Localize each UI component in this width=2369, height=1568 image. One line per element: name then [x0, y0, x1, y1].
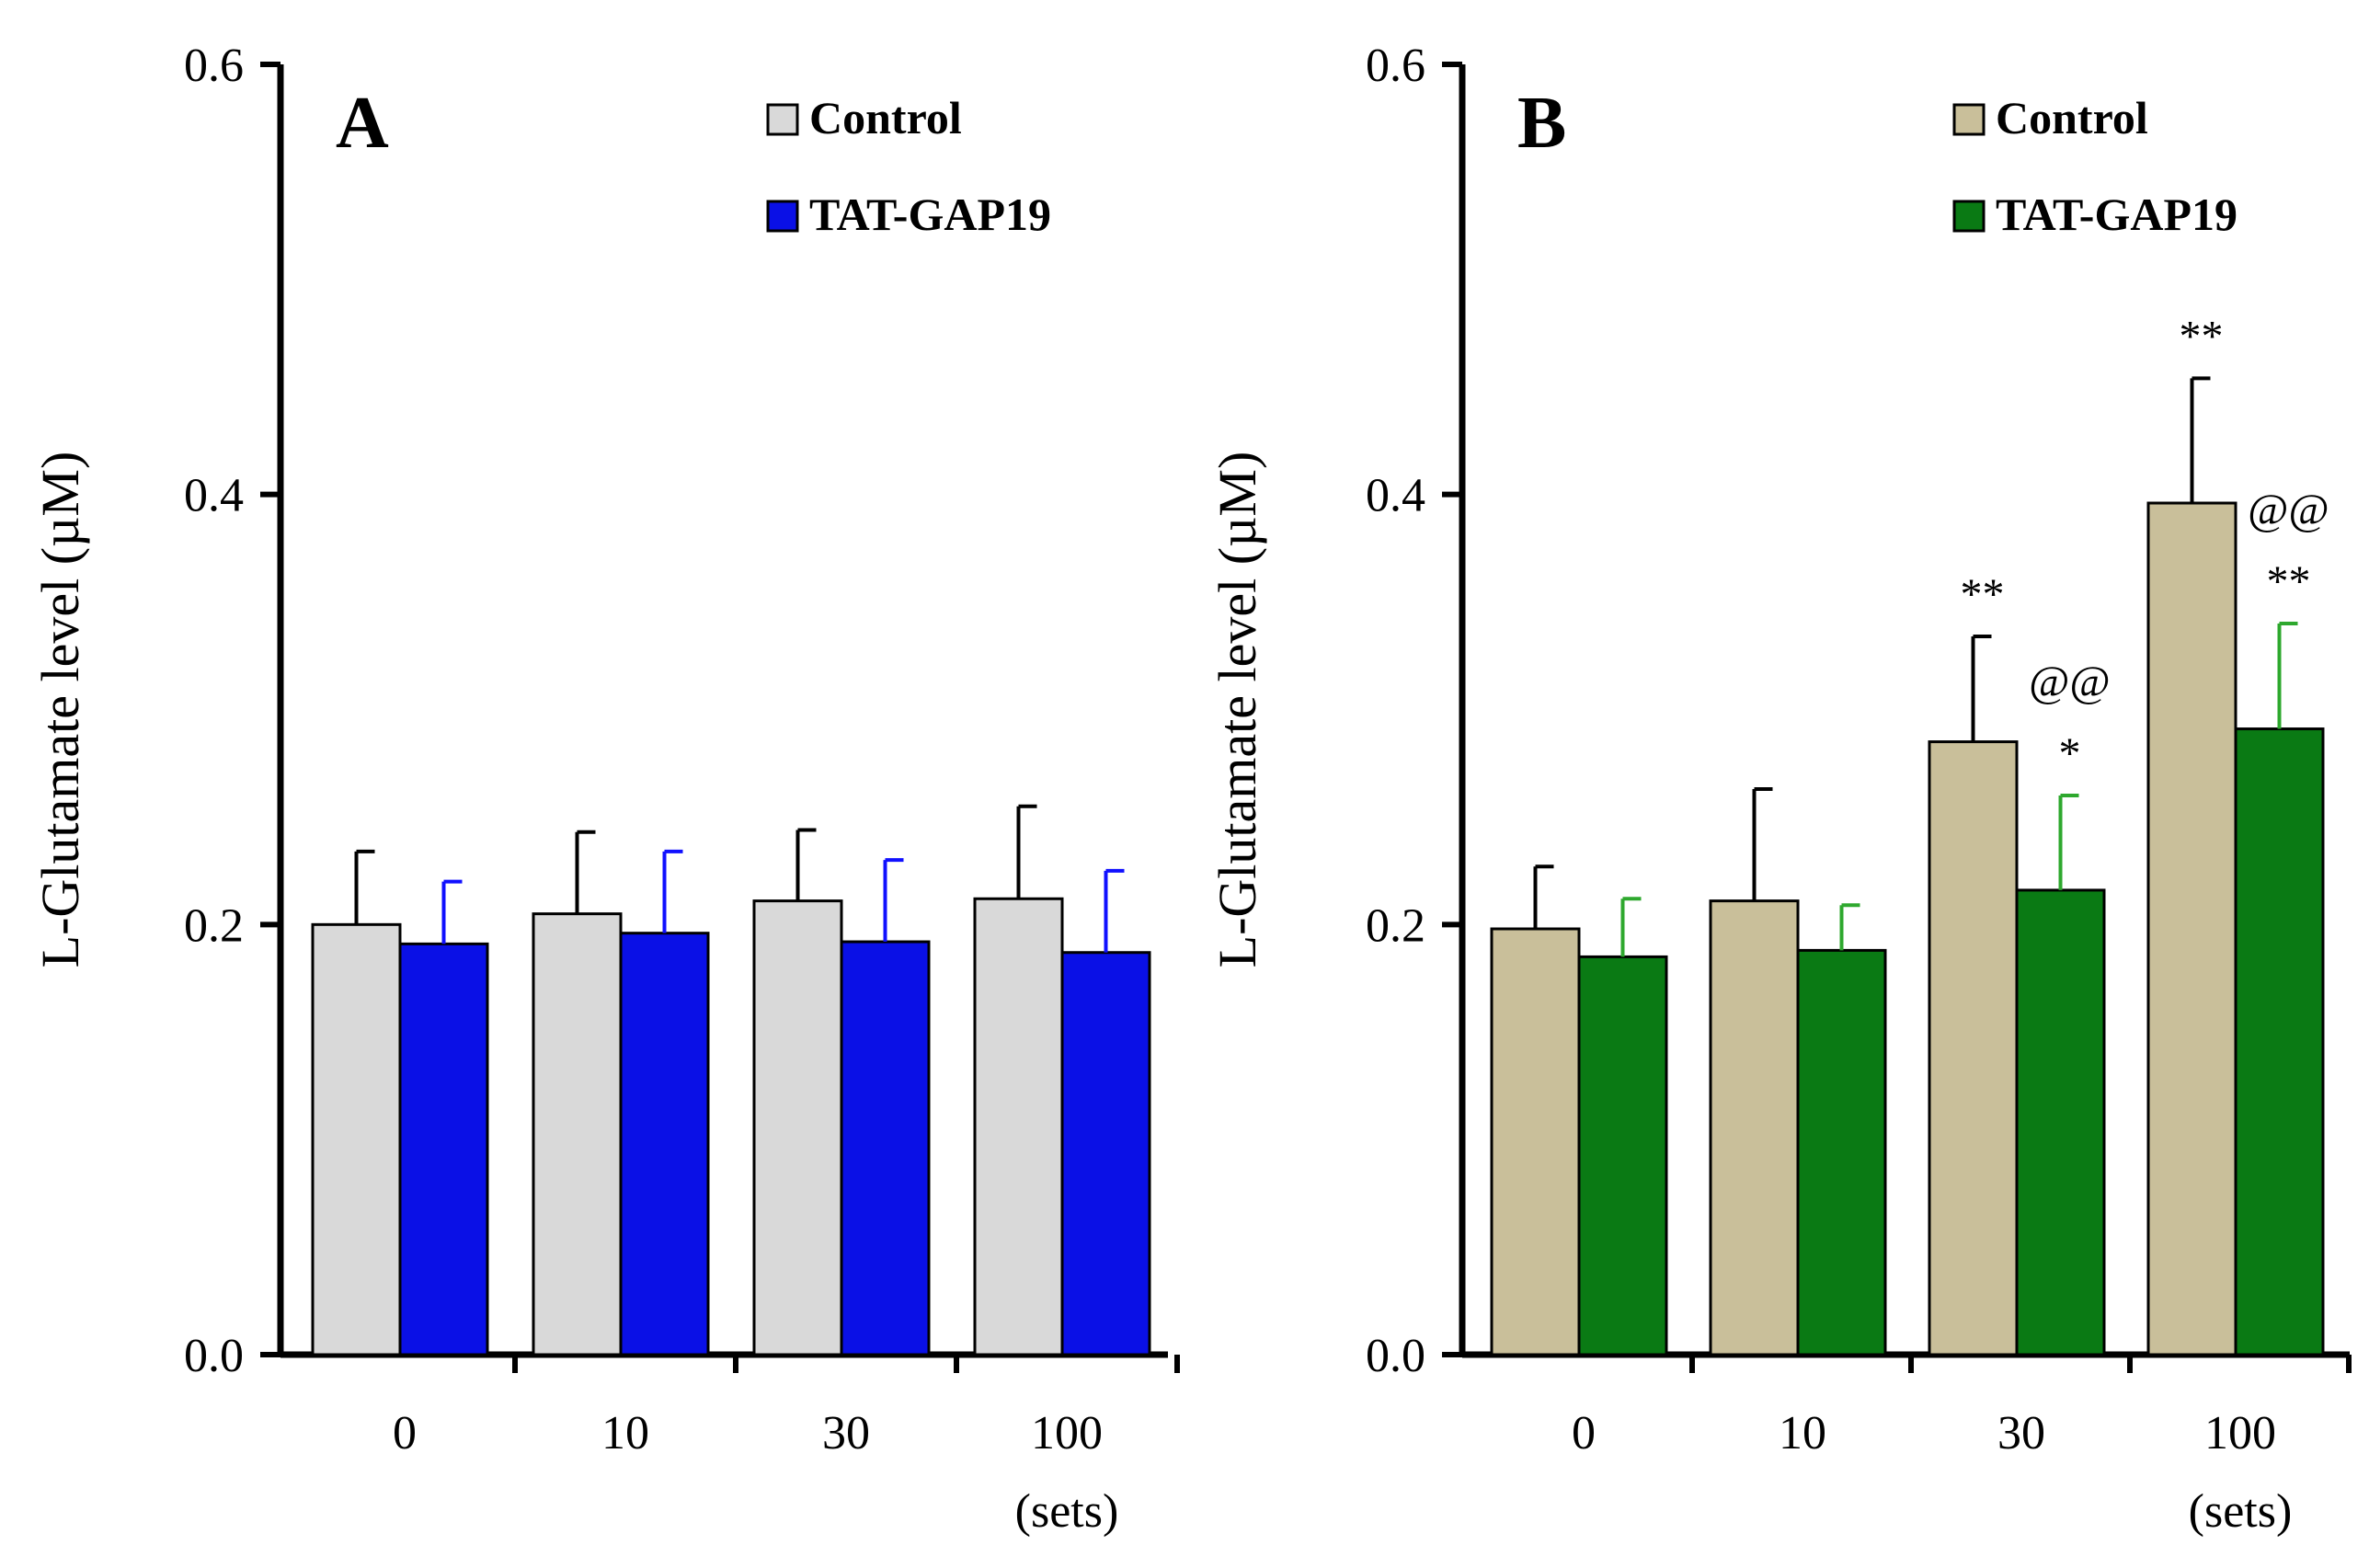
- bar: [2146, 501, 2237, 1356]
- x-tick-label: 0: [1572, 1407, 1596, 1459]
- x-tick-label: 30: [1997, 1407, 2045, 1459]
- bar: [840, 940, 931, 1356]
- y-tick-label: 0.2: [184, 899, 244, 952]
- bar: [532, 912, 623, 1356]
- significance-label: *: [2059, 729, 2081, 778]
- bar: [1060, 951, 1151, 1356]
- bar: [1577, 955, 1668, 1356]
- bar: [2015, 888, 2106, 1356]
- x-tick-label: 10: [1779, 1407, 1826, 1459]
- x-tick-label: 100: [1031, 1407, 1103, 1459]
- chart-panel-a: 0.0 0.2 0.4 0.6 L-Glutamate level (µM) A Contr…: [30, 40, 1180, 1538]
- significance-label: **: [2267, 557, 2311, 606]
- legend-label: TAT-GAP19: [1996, 189, 2237, 240]
- bar: [752, 899, 843, 1356]
- y-tick-label: 0.6: [184, 40, 244, 92]
- y-tick-label: 0.2: [1366, 899, 1425, 952]
- bar: [2234, 727, 2325, 1356]
- x-tick-label: 10: [601, 1407, 649, 1459]
- y-tick-label: 0.0: [184, 1330, 244, 1382]
- legend-label: Control: [1996, 92, 2148, 143]
- y-tick-label: 0.4: [1366, 470, 1425, 522]
- significance-label: **: [2180, 312, 2224, 361]
- legend-swatch: [1952, 103, 1986, 136]
- bar: [311, 922, 402, 1356]
- y-tick-label: 0.6: [1366, 40, 1425, 92]
- significance-label: @@: [2248, 486, 2329, 534]
- x-tick-label: 0: [393, 1407, 417, 1459]
- panel-label: A: [336, 83, 389, 164]
- legend-swatch: [766, 103, 799, 136]
- legend-swatch: [766, 200, 799, 233]
- bar: [1796, 948, 1887, 1356]
- y-tick-label: 0.4: [184, 470, 244, 522]
- x-unit-label: (sets): [2189, 1485, 2293, 1538]
- significance-label: @@: [2029, 658, 2110, 706]
- y-axis-label: L-Glutamate level (µM): [30, 452, 90, 968]
- y-tick-label: 0.0: [1366, 1330, 1425, 1382]
- x-unit-label: (sets): [1015, 1485, 1119, 1538]
- panel-label: B: [1517, 83, 1566, 164]
- bar: [619, 932, 710, 1356]
- bar: [398, 942, 489, 1356]
- bar: [973, 897, 1064, 1356]
- y-axis-label: L-Glutamate level (µM): [1207, 452, 1267, 968]
- legend-swatch: [1952, 200, 1986, 233]
- x-tick-label: 30: [822, 1407, 870, 1459]
- legend-label: TAT-GAP19: [809, 189, 1051, 240]
- chart-panel-b: 0.0 0.2 0.4 0.6 L-Glutamate level (µM) B Contr…: [1207, 40, 2352, 1538]
- significance-label: **: [1961, 570, 2005, 619]
- bar: [1490, 927, 1581, 1356]
- legend-label: Control: [809, 92, 962, 143]
- x-tick-label: 100: [2204, 1407, 2276, 1459]
- bar: [1928, 740, 2019, 1356]
- bar: [1709, 899, 1800, 1356]
